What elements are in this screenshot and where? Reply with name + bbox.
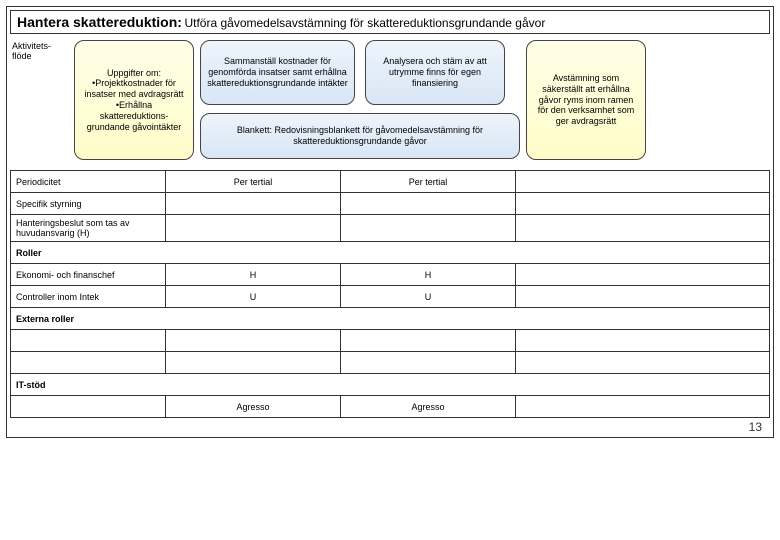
cell [341, 215, 516, 242]
flow-box-analyze: Analysera och stäm av att utrymme finns … [365, 40, 505, 105]
section-header-row: Externa roller [11, 308, 770, 330]
table-row: Periodicitet Per tertial Per tertial [11, 171, 770, 193]
table-row: Agresso Agresso [11, 396, 770, 418]
table-row: Hanteringsbeslut som tas av huvudansvari… [11, 215, 770, 242]
title-main: Hantera skattereduktion: [17, 14, 182, 30]
flow-middle-column: Sammanställ kostnader för genomförda ins… [200, 40, 520, 159]
cell [516, 286, 770, 308]
cell [516, 396, 770, 418]
flow-box-output: Avstämning som säkerställt att erhållna … [526, 40, 646, 160]
cell [341, 193, 516, 215]
activity-flow-row: Aktivitets-flöde Uppgifter om: •Projektk… [10, 38, 770, 162]
detail-table: Periodicitet Per tertial Per tertial Spe… [10, 170, 770, 418]
spacer-row [11, 330, 770, 352]
cell: Agresso [341, 396, 516, 418]
spacer-row [11, 352, 770, 374]
section-header-row: IT-stöd [11, 374, 770, 396]
cell [516, 171, 770, 193]
roles-header: Roller [11, 242, 770, 264]
section-header-row: Roller [11, 242, 770, 264]
slide-frame: Hantera skattereduktion: Utföra gåvomede… [6, 6, 774, 438]
cell: Per tertial [166, 171, 341, 193]
cell [516, 264, 770, 286]
title-bar: Hantera skattereduktion: Utföra gåvomede… [10, 10, 770, 34]
row-label: Controller inom Intek [11, 286, 166, 308]
cell [516, 215, 770, 242]
flow-label: Aktivitets-flöde [10, 38, 70, 162]
cell [516, 193, 770, 215]
flow-box-inputs: Uppgifter om: •Projektkostnader för insa… [74, 40, 194, 160]
cell: U [341, 286, 516, 308]
cell: Agresso [166, 396, 341, 418]
title-sub: Utföra gåvomedelsavstämning för skattere… [184, 16, 545, 30]
flow-area: Uppgifter om: •Projektkostnader för insa… [70, 38, 770, 162]
row-label: Periodicitet [11, 171, 166, 193]
external-roles-header: Externa roller [11, 308, 770, 330]
page-number: 13 [10, 418, 770, 434]
table-row: Controller inom Intek U U [11, 286, 770, 308]
it-header: IT-stöd [11, 374, 770, 396]
cell: H [166, 264, 341, 286]
row-label: Specifik styrning [11, 193, 166, 215]
cell: U [166, 286, 341, 308]
flow-box-form: Blankett: Redovisningsblankett för gåvom… [200, 113, 520, 159]
table-row: Specifik styrning [11, 193, 770, 215]
cell [166, 215, 341, 242]
flow-middle-top: Sammanställ kostnader för genomförda ins… [200, 40, 520, 105]
row-label: Hanteringsbeslut som tas av huvudansvari… [11, 215, 166, 242]
row-label [11, 396, 166, 418]
cell: Per tertial [341, 171, 516, 193]
flow-box-compile: Sammanställ kostnader för genomförda ins… [200, 40, 355, 105]
cell [166, 193, 341, 215]
table-row: Ekonomi- och finanschef H H [11, 264, 770, 286]
row-label: Ekonomi- och finanschef [11, 264, 166, 286]
cell: H [341, 264, 516, 286]
